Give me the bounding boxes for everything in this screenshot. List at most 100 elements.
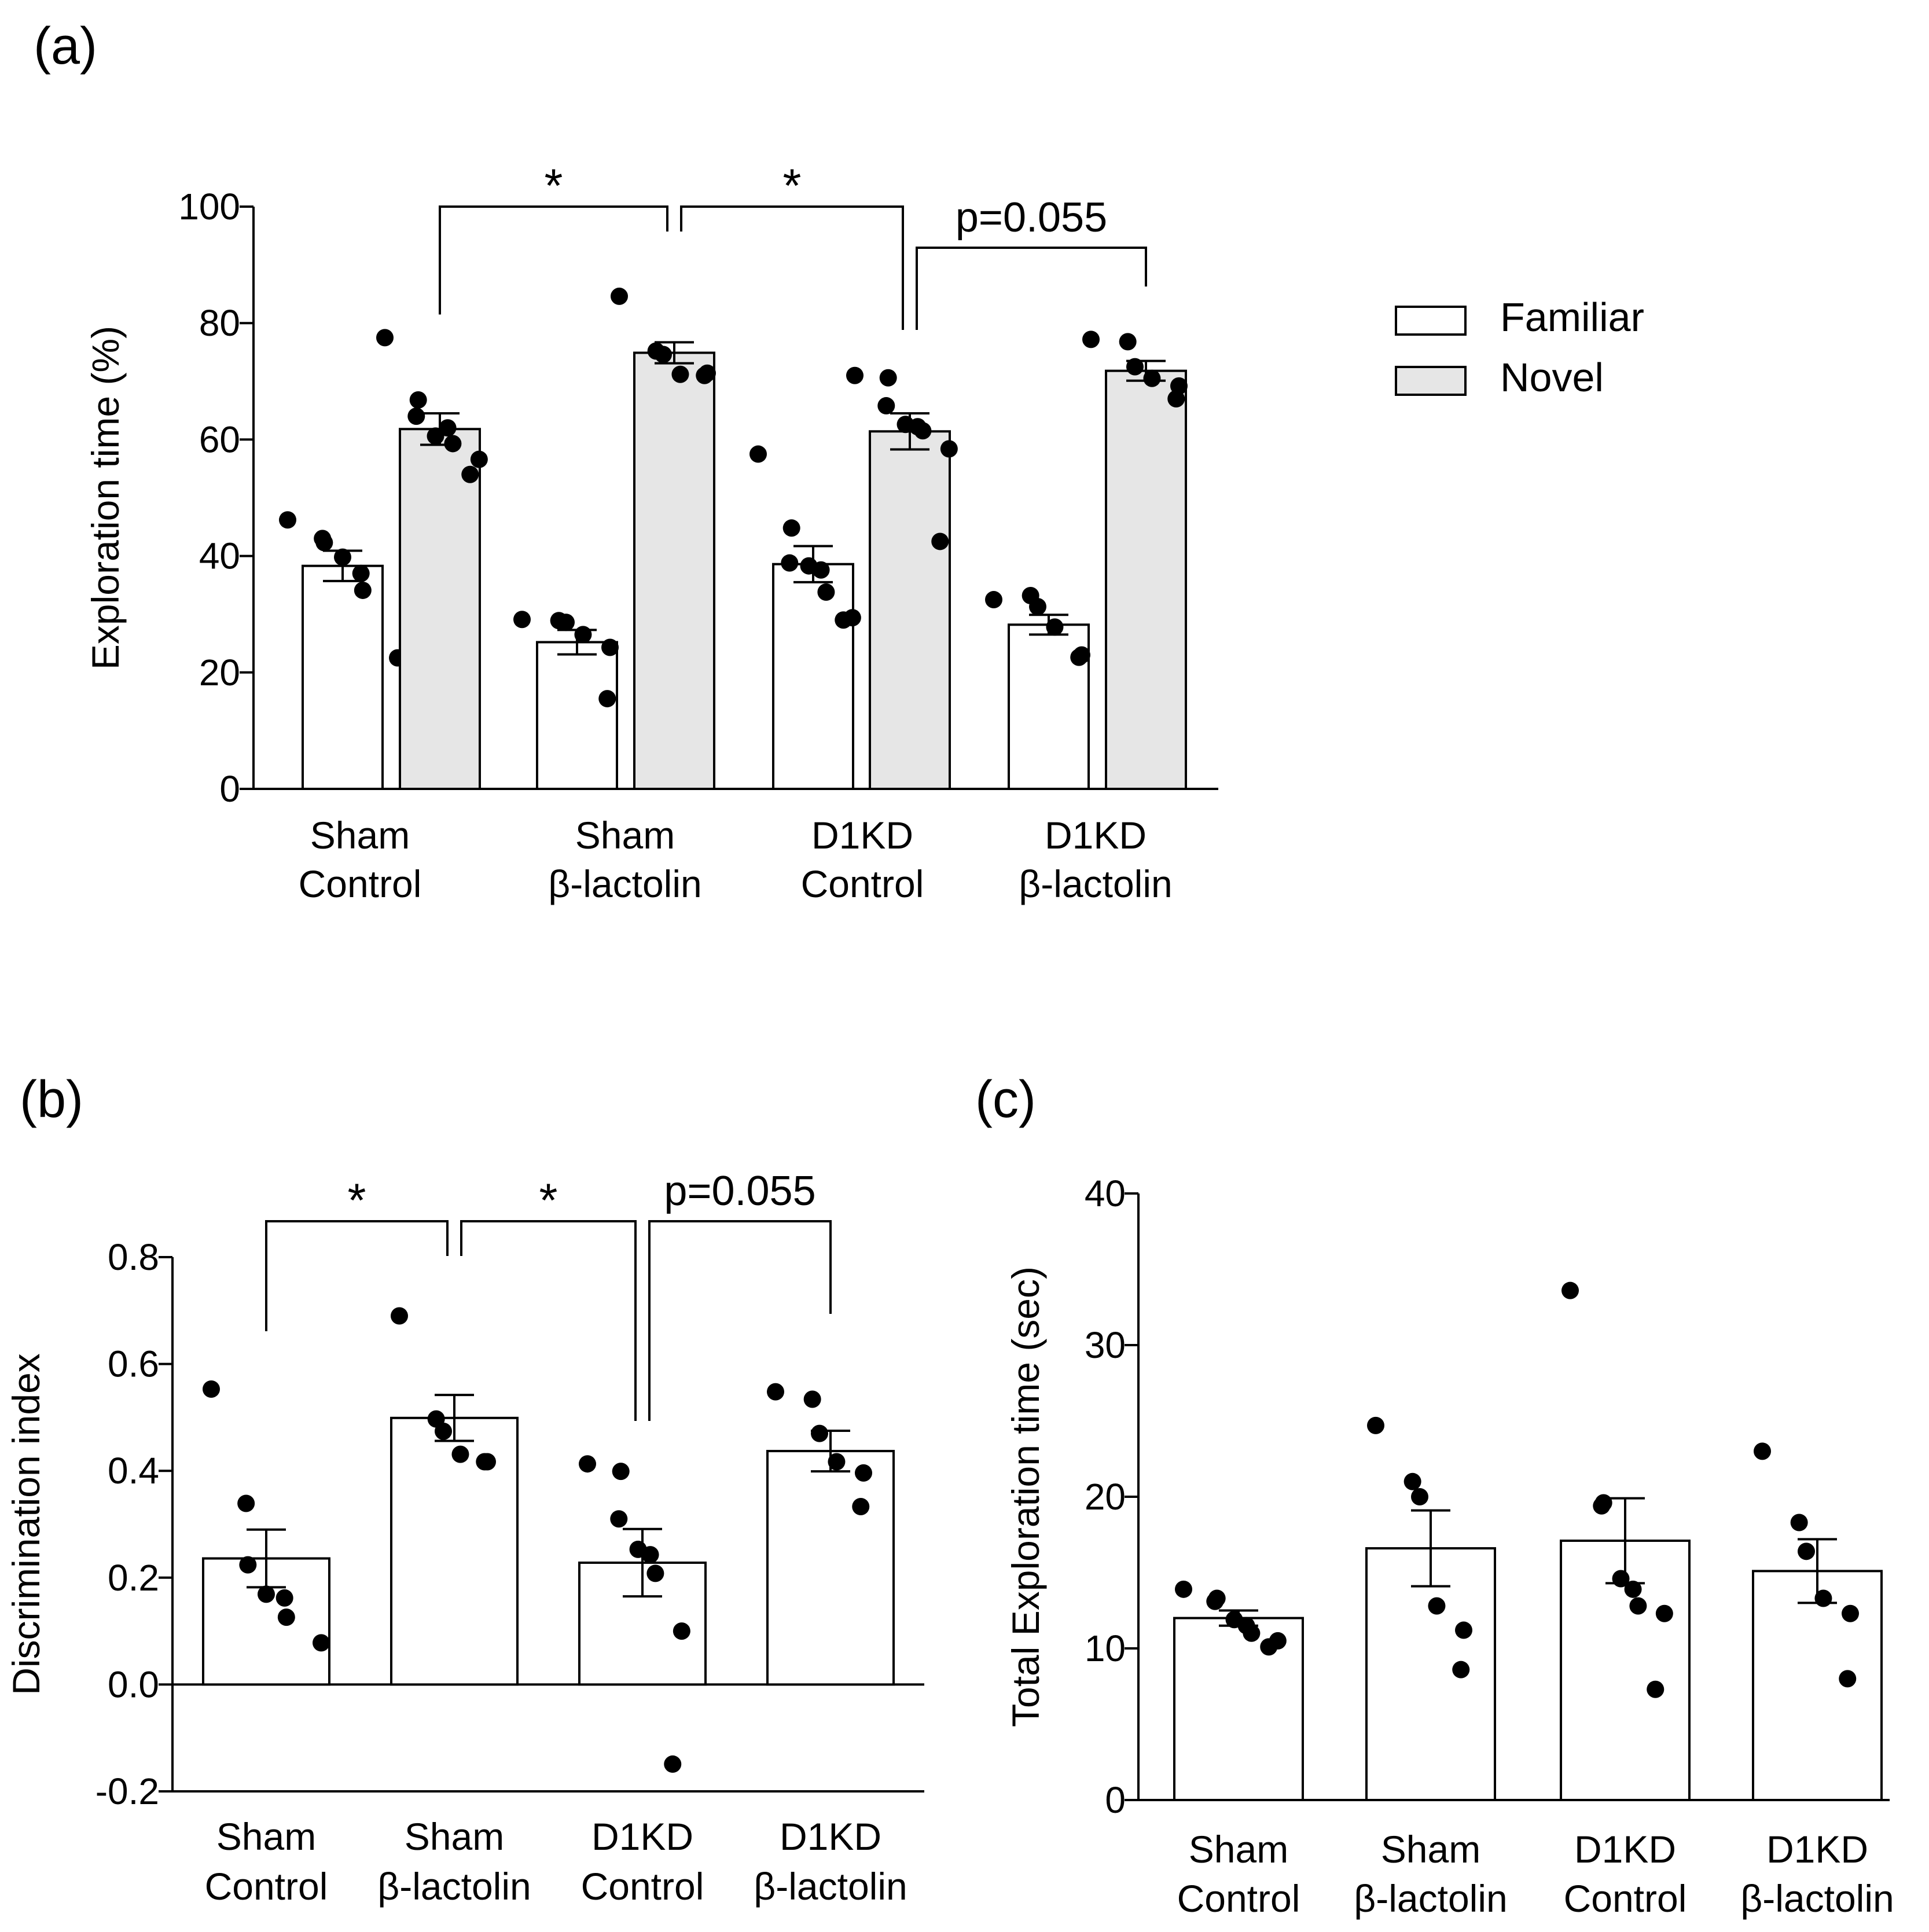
a-novel-0-point [439, 419, 457, 437]
y-tick-label-b: 0.0 [108, 1663, 159, 1705]
b-group-0-point [313, 1634, 330, 1652]
legend-label-familiar: Familiar [1500, 295, 1644, 340]
c-group-1-point [1428, 1597, 1446, 1615]
x-category-label-c: Control [1564, 1877, 1687, 1920]
y-tick-label-b: -0.2 [95, 1771, 159, 1812]
y-tick-label-a: 40 [199, 535, 240, 577]
a-familiar-1-point [598, 690, 616, 708]
legend-swatch-novel [1395, 366, 1467, 396]
a-novel-0-point [409, 391, 427, 409]
c-group-1-point [1455, 1621, 1472, 1639]
b-group-2-point [610, 1510, 628, 1528]
a-novel-2-point [846, 366, 864, 384]
c-group-1-bar [1365, 1547, 1496, 1802]
x-category-label-a: Control [299, 862, 422, 905]
x-category-label-a: Sham [310, 814, 410, 857]
a-familiar-2-bar [772, 563, 854, 791]
b-group-1-bar [390, 1416, 519, 1686]
a-novel-3-point [1167, 390, 1185, 407]
significance-bracket-a [439, 205, 668, 315]
c-group-1-point [1411, 1488, 1428, 1505]
c-group-3-point [1798, 1542, 1815, 1560]
b-group-2-point [646, 1564, 664, 1582]
b-group-0-point [237, 1494, 255, 1512]
y-tick-label-c: 0 [1105, 1779, 1126, 1821]
x-category-label-a: β-lactolin [548, 862, 701, 905]
a-novel-3-bar [1105, 369, 1187, 790]
b-group-1-point [391, 1307, 408, 1325]
a-novel-0-point [470, 450, 488, 468]
b-group-1-point [435, 1422, 452, 1440]
c-group-0-point [1260, 1638, 1278, 1656]
b-group-3-point [767, 1383, 784, 1401]
legend-swatch-familiar [1395, 306, 1467, 336]
significance-label-a: p=0.055 [956, 194, 1107, 241]
significance-label-b: * [539, 1174, 558, 1227]
a-novel-3-point [1126, 358, 1144, 376]
x-category-label-c: Sham [1381, 1828, 1480, 1871]
significance-label-a: * [783, 160, 802, 212]
x-category-label-c: β-lactolin [1740, 1877, 1894, 1920]
c-group-0-point [1175, 1580, 1192, 1598]
y-tick-label-b: 0.6 [108, 1343, 159, 1385]
a-familiar-3-point [1029, 598, 1046, 616]
c-group-2-point [1629, 1597, 1647, 1615]
a-novel-2-point [879, 369, 897, 387]
c-group-2-point [1561, 1281, 1579, 1299]
y-tick-label-b: 0.2 [108, 1557, 159, 1599]
a-familiar-0-point [279, 511, 296, 529]
x-category-label-c: Sham [1189, 1828, 1288, 1871]
a-novel-2-point [931, 532, 949, 550]
a-novel-2-bar [869, 430, 951, 790]
a-novel-1-point [671, 365, 689, 383]
b-group-1-point [451, 1445, 469, 1463]
x-category-label-c: D1KD [1766, 1828, 1868, 1871]
y-tick-label-c: 30 [1085, 1324, 1126, 1366]
a-familiar-1-point [513, 611, 531, 629]
legend-label-novel: Novel [1500, 355, 1604, 400]
a-novel-2-point [877, 397, 895, 415]
b-group-2-point [579, 1455, 596, 1473]
c-group-3-point [1790, 1514, 1808, 1531]
y-tick-label-a: 20 [199, 652, 240, 693]
panel-label-c: (c) [975, 1071, 1036, 1129]
a-novel-1-point [611, 287, 628, 305]
significance-label-b: * [348, 1174, 366, 1227]
b-group-0-point [239, 1556, 257, 1574]
y-tick-label-c: 40 [1085, 1173, 1126, 1214]
a-familiar-2-point [817, 583, 835, 601]
x-category-label-c: D1KD [1574, 1828, 1676, 1871]
a-familiar-1-bar [536, 641, 618, 791]
a-novel-0-bar [399, 428, 481, 790]
x-category-label-c: Control [1177, 1877, 1300, 1920]
a-familiar-1-point [601, 638, 619, 656]
a-familiar-1-point [557, 614, 575, 631]
a-novel-1-point [655, 346, 672, 363]
a-familiar-2-point [782, 519, 800, 537]
x-category-label-b: β-lactolin [754, 1865, 907, 1908]
b-group-1-point [476, 1453, 494, 1471]
a-novel-2-point [914, 422, 932, 440]
c-group-2-point [1655, 1604, 1673, 1622]
significance-label-b: p=0.055 [664, 1168, 815, 1214]
a-familiar-2-point [812, 561, 830, 579]
y-tick-label-a: 80 [199, 302, 240, 344]
x-category-label-a: Sham [575, 814, 675, 857]
a-familiar-0-point [354, 581, 372, 599]
a-novel-0-point [444, 435, 462, 453]
significance-bracket-a [680, 205, 904, 330]
c-group-3-bar [1752, 1570, 1883, 1801]
b-group-0-point [258, 1585, 275, 1603]
c-group-0-point [1243, 1624, 1261, 1642]
b-group-2-point [673, 1622, 690, 1640]
x-category-label-b: Sham [405, 1815, 504, 1858]
a-novel-1-bar [633, 351, 715, 790]
a-novel-2-point [940, 440, 958, 458]
c-group-1-point [1403, 1472, 1421, 1490]
c-group-3-point [1842, 1604, 1859, 1622]
y-tick-label-c: 10 [1085, 1628, 1126, 1669]
x-category-label-b: β-lactolin [377, 1865, 531, 1908]
b-group-3-bar [766, 1450, 895, 1686]
y-axis-label-a: Exploration time (%) [84, 326, 127, 670]
